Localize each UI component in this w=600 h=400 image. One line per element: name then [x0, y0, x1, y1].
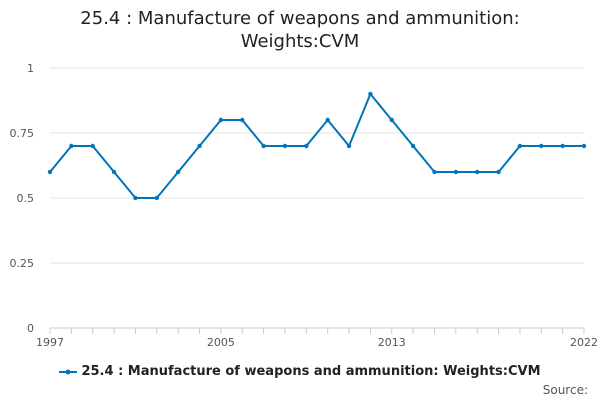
legend: 25.4 : Manufacture of weapons and ammuni… [0, 364, 600, 380]
y-tick-label: 0.25 [10, 257, 35, 270]
y-tick-label: 0 [27, 322, 34, 335]
data-point[interactable] [368, 91, 373, 97]
data-point[interactable] [154, 195, 159, 201]
data-point[interactable] [517, 143, 523, 149]
x-tick-label: 1997 [36, 336, 64, 349]
data-point[interactable] [111, 169, 117, 175]
data-point[interactable] [410, 143, 416, 149]
data-point[interactable] [389, 117, 394, 123]
y-tick-label: 0.75 [10, 127, 35, 140]
data-point[interactable] [560, 143, 565, 149]
y-tick-label: 0.5 [17, 192, 35, 205]
y-tick-label: 1 [27, 62, 34, 75]
data-point[interactable] [304, 143, 309, 149]
data-point[interactable] [175, 169, 181, 175]
data-point[interactable] [133, 195, 138, 201]
data-point[interactable] [581, 143, 587, 149]
legend-item[interactable]: 25.4 : Manufacture of weapons and ammuni… [59, 364, 541, 379]
data-point[interactable] [539, 143, 544, 149]
legend-line-marker-icon [59, 369, 78, 374]
x-tick-label: 2022 [570, 336, 598, 349]
axes: 0 0.25 0.5 0.75 1 1997 2005 2013 2022 [10, 62, 599, 349]
data-point[interactable] [90, 143, 95, 149]
chart-title-line-1: 25.4 : Manufacture of weapons and ammuni… [80, 8, 520, 29]
data-point[interactable] [69, 143, 74, 149]
data-point[interactable] [325, 117, 330, 123]
data-point[interactable] [261, 143, 266, 149]
series-layer [47, 91, 587, 201]
legend-label: 25.4 : Manufacture of weapons and ammuni… [81, 364, 541, 379]
series-line [49, 93, 584, 199]
source-label: Source: [542, 383, 588, 397]
data-point[interactable] [475, 169, 480, 175]
data-point[interactable] [282, 143, 288, 149]
data-point[interactable] [197, 143, 202, 149]
data-point[interactable] [218, 117, 224, 123]
chart-title-line-2: Weights:CVM [240, 31, 360, 52]
data-point[interactable] [453, 169, 459, 175]
x-tick-label: 2005 [207, 336, 235, 349]
data-point[interactable] [432, 169, 437, 175]
data-point[interactable] [47, 169, 53, 175]
data-point[interactable] [240, 117, 245, 123]
data-point[interactable] [496, 169, 501, 175]
chart-title: 25.4 : Manufacture of weapons and ammuni… [0, 7, 600, 53]
data-point[interactable] [346, 143, 352, 149]
x-tick-label: 2013 [378, 336, 406, 349]
